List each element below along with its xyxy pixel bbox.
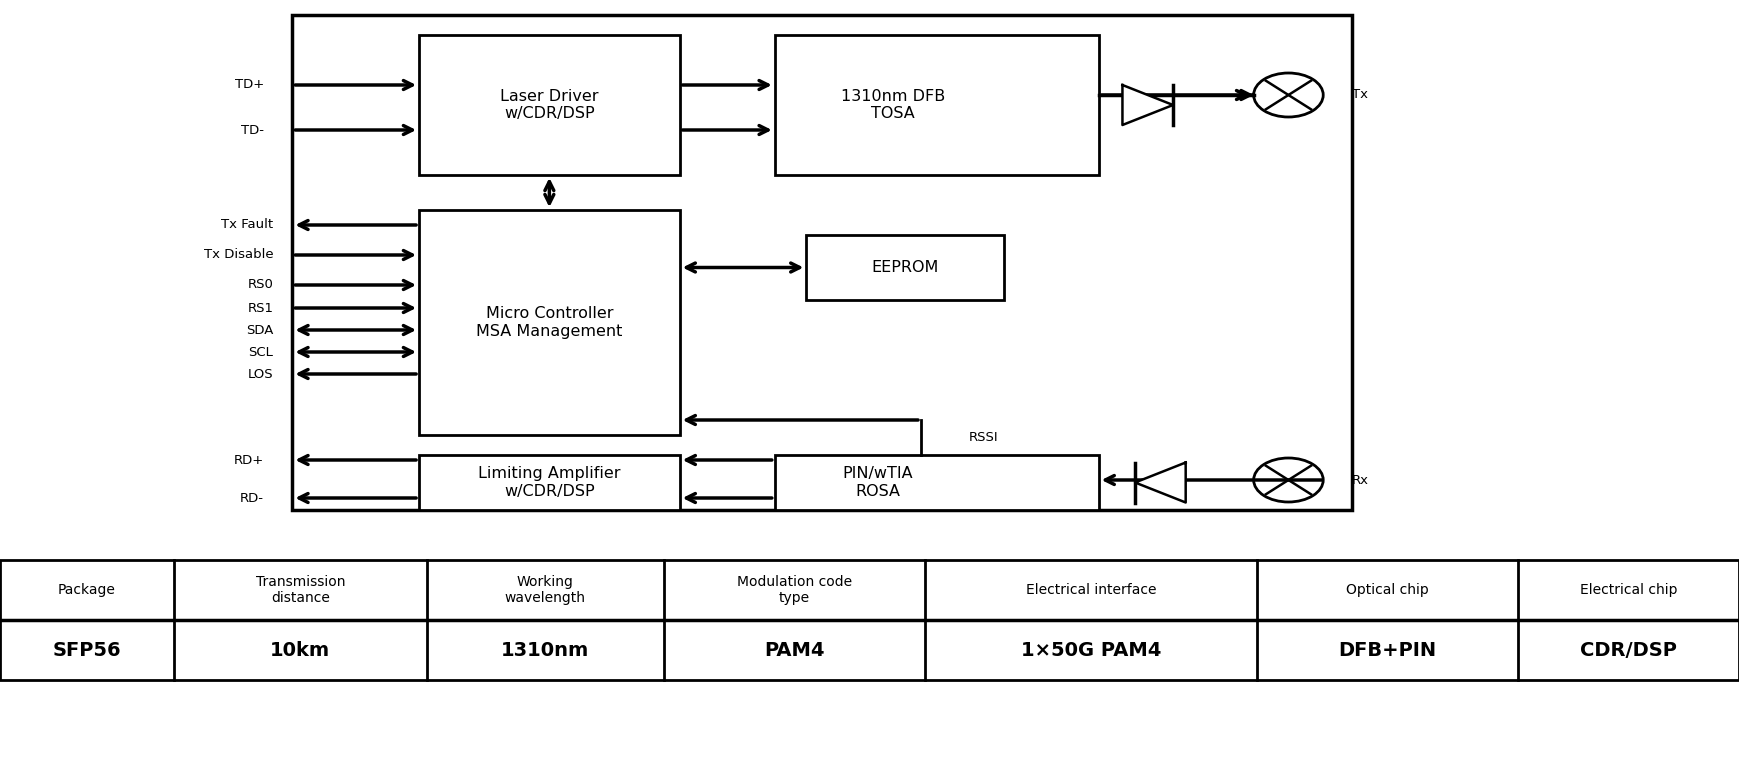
Text: LOS: LOS bbox=[249, 368, 273, 380]
Text: Tx Fault: Tx Fault bbox=[221, 219, 273, 231]
Bar bbox=[0, 560, 1739, 680]
Text: Limiting Amplifier
w/CDR/DSP: Limiting Amplifier w/CDR/DSP bbox=[478, 466, 621, 498]
Text: PIN/wTIA
ROSA: PIN/wTIA ROSA bbox=[842, 466, 913, 498]
Text: 1310nm DFB
TOSA: 1310nm DFB TOSA bbox=[842, 89, 946, 121]
Text: SCL: SCL bbox=[249, 346, 273, 359]
Polygon shape bbox=[1122, 85, 1174, 125]
Text: TD-: TD- bbox=[242, 124, 264, 137]
Text: Electrical interface: Electrical interface bbox=[1026, 583, 1156, 597]
Text: 10km: 10km bbox=[270, 641, 330, 660]
Text: DFB+PIN: DFB+PIN bbox=[1339, 641, 1436, 660]
Text: PAM4: PAM4 bbox=[763, 641, 824, 660]
Bar bbox=[807, 235, 1003, 300]
Bar bbox=[419, 455, 680, 510]
Text: Modulation code
type: Modulation code type bbox=[737, 575, 852, 605]
Text: TD+: TD+ bbox=[235, 78, 264, 91]
Text: Tx: Tx bbox=[1351, 88, 1367, 101]
Bar bbox=[774, 455, 1099, 510]
Text: 1310nm: 1310nm bbox=[501, 641, 590, 660]
Bar bbox=[292, 15, 1351, 510]
Bar bbox=[419, 35, 680, 175]
Text: RS0: RS0 bbox=[247, 279, 273, 292]
Text: Electrical chip: Electrical chip bbox=[1579, 583, 1676, 597]
Text: Micro Controller
MSA Management: Micro Controller MSA Management bbox=[476, 306, 623, 339]
Text: 1×50G PAM4: 1×50G PAM4 bbox=[1021, 641, 1162, 660]
Text: SDA: SDA bbox=[247, 323, 273, 336]
Text: RS1: RS1 bbox=[247, 302, 273, 315]
Text: Working
wavelength: Working wavelength bbox=[504, 575, 586, 605]
Text: RD-: RD- bbox=[240, 492, 264, 505]
Text: EEPROM: EEPROM bbox=[871, 260, 939, 275]
Text: Transmission
distance: Transmission distance bbox=[256, 575, 344, 605]
Text: Tx Disable: Tx Disable bbox=[203, 249, 273, 261]
Text: Package: Package bbox=[57, 583, 117, 597]
Polygon shape bbox=[1136, 462, 1186, 502]
Bar bbox=[419, 210, 680, 435]
Text: Laser Driver
w/CDR/DSP: Laser Driver w/CDR/DSP bbox=[501, 89, 598, 121]
Text: RD+: RD+ bbox=[233, 453, 264, 466]
Bar bbox=[774, 35, 1099, 175]
Text: RSSI: RSSI bbox=[969, 431, 998, 444]
Text: Rx: Rx bbox=[1351, 474, 1369, 486]
Text: CDR/DSP: CDR/DSP bbox=[1581, 641, 1676, 660]
Text: SFP56: SFP56 bbox=[52, 641, 122, 660]
Text: Optical chip: Optical chip bbox=[1346, 583, 1429, 597]
